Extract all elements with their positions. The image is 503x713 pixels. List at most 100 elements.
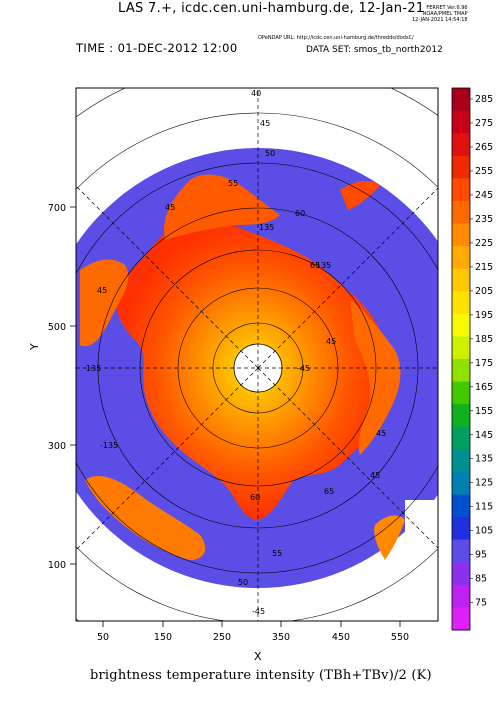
colorbar-label-215: 215 (475, 262, 493, 273)
plot-title: LAS 7.+, icdc.cen.uni-hamburg.de, 12-Jan… (118, 1, 425, 16)
colorbar-label-195: 195 (475, 310, 493, 321)
colorbar-swatch (452, 426, 470, 450)
colorbar-label-185: 185 (475, 334, 493, 345)
grid-label-13: -45 (297, 364, 310, 373)
colorbar-label-275: 275 (475, 118, 493, 129)
colorbar-swatch (452, 336, 470, 360)
grid-label-2: 45 (260, 119, 270, 128)
colorbar-swatch (452, 359, 470, 383)
dataset-label: DATA SET: smos_tb_north2012 (306, 45, 443, 55)
x-axis-label: X (254, 650, 262, 663)
x-tick-150: 150 (154, 632, 172, 643)
grid-label-6: 65 (310, 261, 320, 270)
colorbar: 285 275 265 255 245 235 225 215 205 195 185 175 165 1… (451, 87, 493, 631)
colorbar-label-105: 105 (475, 526, 493, 537)
y-tick-labels: 700 500 300 100 (48, 203, 66, 571)
grid-label-5: 60 (295, 209, 305, 218)
colorbar-label-115: 115 (475, 502, 493, 513)
colorbar-label-175: 175 (475, 358, 493, 369)
x-tick-450: 450 (332, 632, 350, 643)
west-land (80, 259, 129, 347)
grid-labels: 40 45 50 55 60 65 45 45 135 135 135 -135… (86, 89, 386, 616)
y-tick-300: 300 (48, 441, 66, 452)
ferret-info: FERRET Ver.6.96 NOAA/PMEL TMAP 12-JAN-20… (412, 5, 468, 23)
grid-label-3: 50 (265, 149, 275, 158)
y-tick-100: 100 (48, 560, 66, 571)
grid-label-18: 60 (250, 493, 260, 502)
colorbar-label-255: 255 (475, 166, 493, 177)
southeast-land (374, 515, 405, 560)
east-island (340, 180, 380, 210)
colorbar-swatch (452, 313, 470, 337)
ferret-version: FERRET Ver.6.96 (426, 5, 468, 11)
grid-label-21: 45 (326, 337, 336, 346)
colorbar-label-135: 135 (475, 454, 493, 465)
grid-label-16: 50 (238, 578, 248, 587)
colorbar-swatch (452, 449, 470, 473)
grid-label-19: 65 (324, 487, 334, 496)
colorbar-swatch (452, 517, 470, 541)
colorbar-label-95: 95 (475, 550, 487, 561)
colorbar-label-285: 285 (475, 94, 493, 105)
grid-label-17: 55 (272, 549, 282, 558)
x-tick-50: 50 (97, 632, 109, 643)
y-tick-marks (70, 206, 76, 565)
grid-label-14: -45 (252, 607, 265, 616)
x-tick-250: 250 (213, 632, 231, 643)
colorbar-label-75: 75 (475, 598, 487, 609)
grid-label-11: 135 (316, 261, 331, 270)
colorbar-swatch (452, 381, 470, 405)
grid-label-15: 45 (376, 429, 386, 438)
colorbar-swatch (452, 562, 470, 586)
grid-label-1: 40 (251, 89, 261, 98)
colorbar-swatch (452, 178, 470, 202)
colorbar-swatch (452, 607, 470, 631)
colorbar-swatch (452, 404, 470, 428)
colorbar-label-125: 125 (475, 478, 493, 489)
colorbar-swatch (452, 268, 470, 292)
north-coast-land (164, 174, 280, 240)
colorbar-swatch (452, 88, 470, 112)
colorbar-swatch (452, 494, 470, 518)
grid-label-8: 45 (97, 286, 107, 295)
colorbar-label-225: 225 (475, 238, 493, 249)
colorbar-swatch (452, 200, 470, 224)
colorbar-swatch (452, 291, 470, 315)
grid-label-10: 135 (86, 364, 101, 373)
colorbar-label-235: 235 (475, 214, 493, 225)
y-axis-label: Y (28, 343, 41, 350)
ferret-org: NOAA/PMEL TMAP (422, 11, 468, 17)
south-land (85, 475, 206, 560)
x-tick-labels: 50 150 250 350 450 550 (97, 632, 409, 643)
colorbar-swatch (452, 110, 470, 134)
colorbar-label-205: 205 (475, 286, 493, 297)
x-tick-marks (102, 621, 401, 627)
opendap-url: OPeNDAP URL: http://icdc.cen.uni-hamburg… (258, 35, 414, 41)
grid-label-4: 55 (228, 179, 238, 188)
colorbar-swatch (452, 584, 470, 608)
colorbar-swatch (452, 539, 470, 563)
y-tick-700: 700 (48, 203, 66, 214)
x-tick-550: 550 (391, 632, 409, 643)
colorbar-caption: brightness temperature intensity (TBh+TB… (90, 668, 432, 683)
colorbar-swatch (452, 471, 470, 495)
colorbar-label-145: 145 (475, 430, 493, 441)
colorbar-label-245: 245 (475, 190, 493, 201)
colorbar-label-165: 165 (475, 382, 493, 393)
y-tick-500: 500 (48, 322, 66, 333)
time-label: TIME : 01-DEC-2012 12:00 (76, 41, 238, 55)
meridians (76, 88, 438, 621)
colorbar-swatch (452, 223, 470, 247)
plot-frame (75, 87, 439, 622)
colorbar-frame (451, 87, 471, 631)
ferret-timestamp: 12-JAN-2021 14:54:18 (412, 17, 468, 23)
colorbar-swatch (452, 133, 470, 157)
x-tick-350: 350 (272, 632, 290, 643)
colorbar-label-85: 85 (475, 574, 487, 585)
colorbar-label-265: 265 (475, 142, 493, 153)
east-land (350, 300, 401, 455)
grid-label-7: 45 (165, 203, 175, 212)
grid-label-9: 135 (259, 223, 274, 232)
colorbar-swatch (452, 246, 470, 270)
